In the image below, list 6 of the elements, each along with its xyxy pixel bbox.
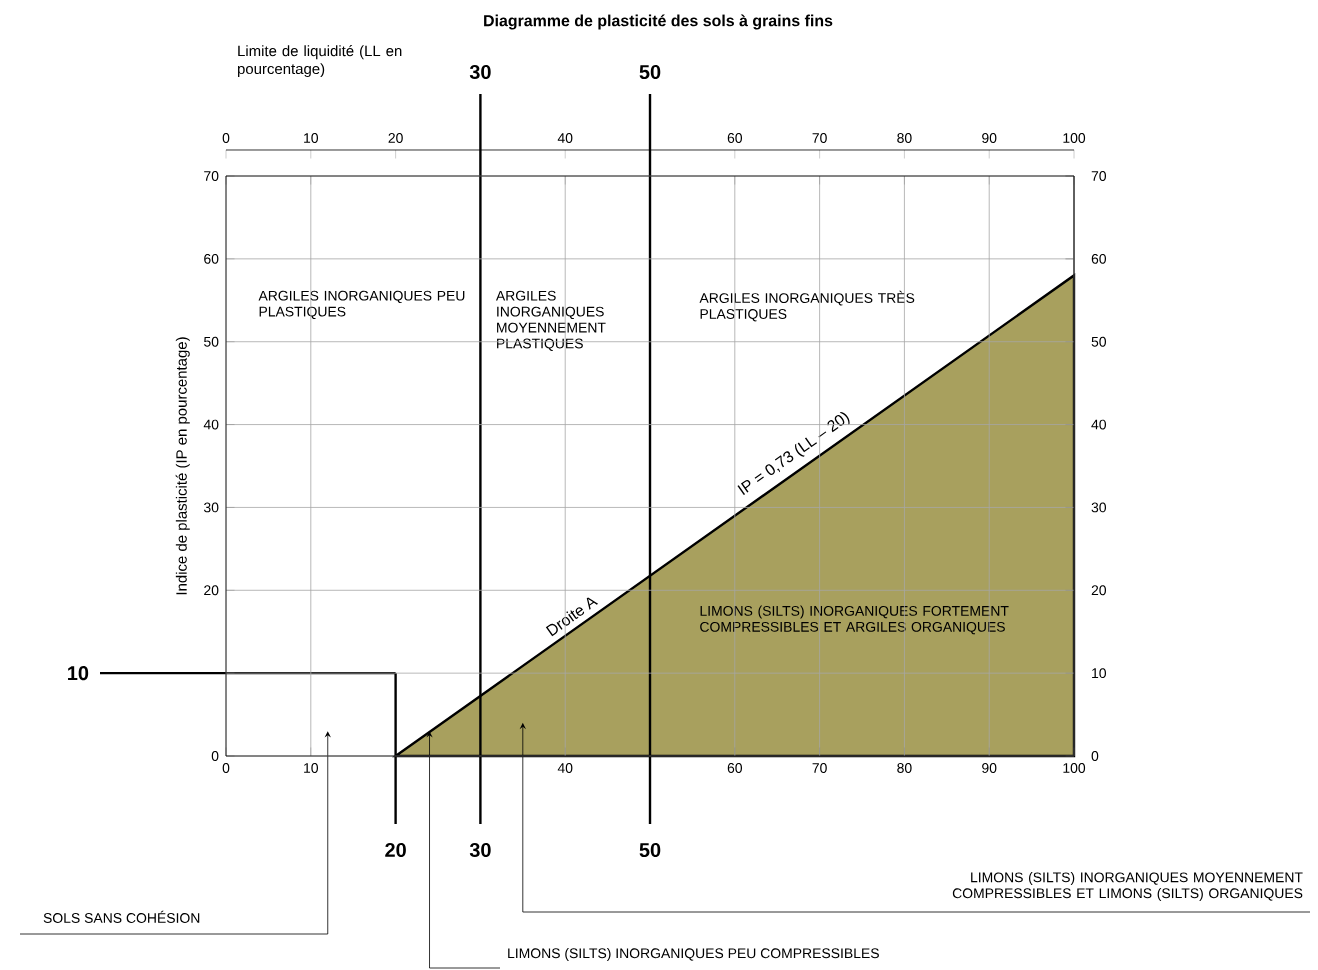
ref-line-label: 30 (469, 64, 491, 80)
ref-line-label: 10 (68, 666, 89, 681)
text: 50 (639, 842, 661, 858)
ref-line-label: 20 (385, 842, 406, 858)
text: 30 (469, 842, 491, 858)
ref-line-label: 50 (639, 64, 661, 80)
